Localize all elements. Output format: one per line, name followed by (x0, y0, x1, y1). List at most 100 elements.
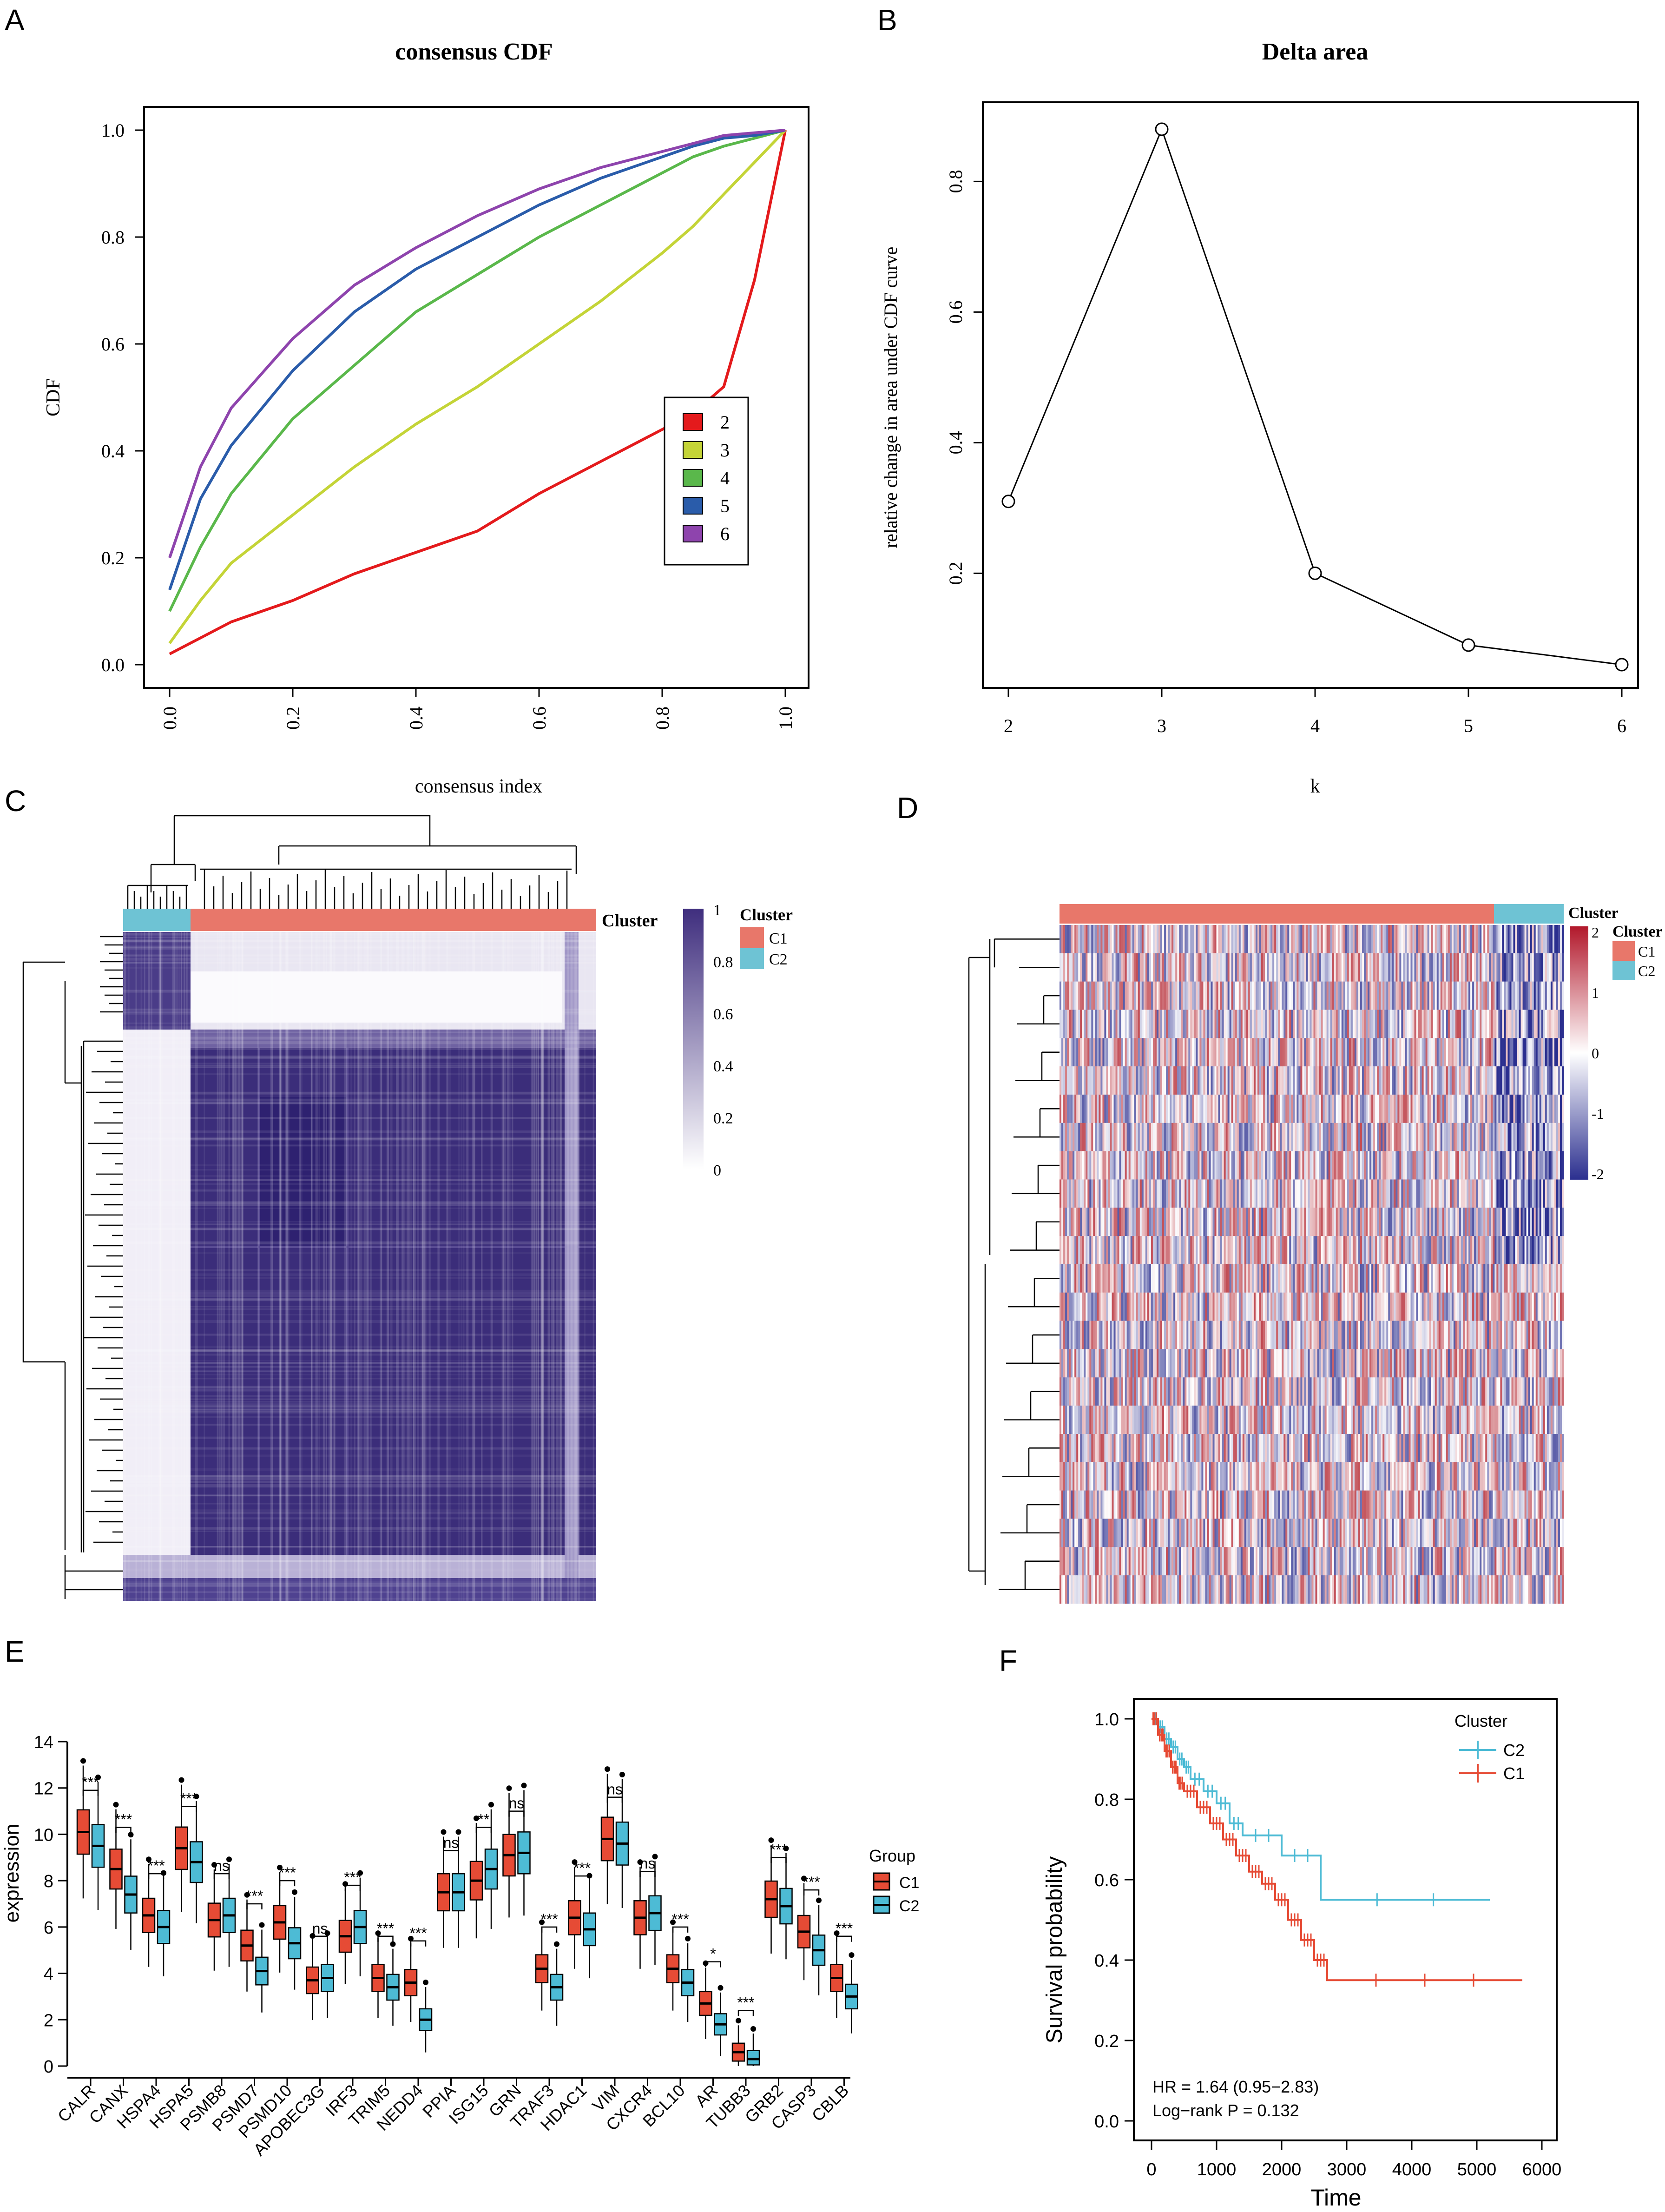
panel-e-box-CASP3-C1 (797, 1875, 811, 1981)
panel-e-box-PSMD7-C1 (240, 1892, 254, 1992)
panel-b-point-k3 (1155, 122, 1169, 136)
panel-d-legend-title: Cluster (1612, 923, 1663, 940)
panel-a-xtick-label: 1.0 (775, 707, 796, 730)
panel-e-sig-VIM: ns (607, 1781, 623, 1798)
panel-d-legend-c2-swatch (1612, 961, 1635, 980)
panel-a-ytick-label: 0.4 (101, 441, 125, 462)
panel-f-survival: Survival probability Time 0.0 0.2 0.4 0.6 0.… (1042, 1698, 1561, 2211)
panel-d-colorbar-tick: 0 (1592, 1045, 1599, 1062)
panel-f-ytick-label: 0.2 (1094, 2032, 1119, 2051)
panel-d-legend-c1: C1 (1638, 943, 1655, 960)
panel-c-row-dendrogram (22, 936, 123, 1599)
panel-c-cluster-bar-c1 (191, 909, 596, 931)
panel-e-sig-PSMD10: *** (278, 1864, 296, 1881)
panel-c-cluster-bar-label: Cluster (602, 911, 658, 931)
panel-f-ylabel: Survival probability (1042, 1856, 1067, 2044)
panel-f-xtick-label: 1000 (1197, 2160, 1237, 2179)
panel-e-ylabel: expression (0, 1824, 23, 1923)
panel-e-ytick-label: 0 (44, 2057, 53, 2077)
panel-e-box-BCL10-C2 (681, 1935, 695, 2022)
panel-a-xtick-label: 0.2 (283, 707, 303, 730)
panel-f-xlabel: Time (1310, 2185, 1361, 2211)
panel-e-box-TUBB3-C2 (746, 2026, 760, 2066)
panel-e-boxplot: expression 02468101214CALRCANXHSPA4HSPA5… (0, 1733, 919, 2159)
panel-e-box-HDAC1-C1 (568, 1859, 581, 1969)
panel-e-sig-GRN: ns (509, 1795, 525, 1812)
panel-e-sig-CALR: *** (82, 1774, 99, 1791)
panel-b-ytick-label: 0.4 (945, 431, 966, 454)
panel-f-xtick-label: 2000 (1262, 2160, 1302, 2179)
panel-e-box-CBLB-C1 (830, 1930, 843, 2018)
panel-b-ytick-label: 0.6 (945, 300, 966, 324)
panel-e-box-PSMB8-C1 (207, 1862, 221, 1971)
panel-f-logrank-stat: Log−rank P = 0.132 (1152, 2101, 1299, 2120)
panel-a-legend-label-2: 2 (720, 412, 730, 433)
panel-d-cluster-bar-label: Cluster (1568, 905, 1619, 922)
panel-d-colorbar (1570, 926, 1588, 1180)
panel-e-sig-GRB2: *** (770, 1841, 787, 1858)
panel-d-legend-c1-swatch (1612, 941, 1635, 961)
panel-b-point-k6 (1615, 658, 1629, 672)
panel-a-xtick-label: 0.0 (159, 707, 180, 730)
panel-e-box-TRIM5-C1 (371, 1930, 385, 2018)
panel-f-ytick-label: 0.0 (1094, 2112, 1119, 2132)
panel-a-series-2 (169, 130, 787, 655)
panel-e-sig-TUBB3: *** (737, 1994, 754, 2011)
panel-a-legend-swatch-4 (683, 469, 703, 487)
panel-c-colorbar-tick: 1 (713, 902, 721, 919)
panel-c-colorbar-tick: 0.8 (713, 954, 733, 971)
panel-e-sig-PPIA: ns (443, 1834, 459, 1851)
panel-d-colorbar-tick: -2 (1592, 1166, 1604, 1182)
panel-a-legend-swatch-2 (683, 413, 703, 431)
panel-e-ytick-label: 6 (44, 1918, 53, 1938)
panel-f-curve-C2 (1152, 1718, 1490, 1901)
panel-b-delta-area: Delta area relative change in area under… (880, 39, 1639, 797)
panel-a-legend: 2 3 4 5 6 (664, 396, 749, 566)
panel-e-sig-CANX: *** (115, 1811, 132, 1828)
panel-b-xlabel: k (1310, 776, 1320, 797)
panel-f-ytick-label: 0.4 (1094, 1951, 1119, 1971)
panel-a-series-5 (168, 129, 786, 590)
panel-a-legend-label-4: 4 (720, 468, 730, 489)
panel-e-box-NEDD4-C1 (404, 1935, 418, 2022)
panel-e-box-HDAC1-C2 (583, 1873, 596, 1979)
panel-a-legend-label-3: 3 (720, 440, 730, 461)
panel-d-legend-c2: C2 (1638, 963, 1655, 979)
panel-f-xtick-label: 3000 (1327, 2160, 1367, 2179)
panel-a-ytick-label: 1.0 (101, 120, 125, 141)
panel-c-consensus-heatmap: Cluster (22, 815, 793, 1601)
panel-f-ytick-label: 0.6 (1094, 1871, 1119, 1890)
panel-e-xtick-CBLB: CBLB (808, 2081, 852, 2125)
panel-c-colorbar-tick: 0.6 (713, 1006, 733, 1023)
panel-label-f: F (999, 1644, 1017, 1677)
panel-d-colorbar-tick: 1 (1592, 984, 1599, 1001)
panel-e-box-HSPA4-C1 (142, 1856, 156, 1967)
panel-d-heatmap-body (1060, 925, 1564, 1604)
panel-a-plot-frame (143, 106, 809, 689)
panel-d-cluster-bar-c2 (1494, 904, 1564, 924)
panel-e-box-TRAF3-C2 (550, 1941, 564, 2026)
panel-f-xtick-label: 4000 (1392, 2160, 1432, 2179)
panel-e-box-PPIA-C1 (437, 1829, 450, 1948)
panel-c-heatmap-body (123, 932, 596, 1601)
panel-e-box-APOBEC3G-C2 (321, 1930, 334, 2018)
panel-e-box-AR-C2 (714, 1985, 727, 2056)
panel-e-box-GRB2-C1 (764, 1837, 778, 1954)
panel-b-plot-frame (982, 101, 1639, 689)
panel-c-colorbar-tick: 0.2 (713, 1110, 733, 1127)
panel-c-legend-title: Cluster (740, 905, 793, 924)
panel-e-sig-TRAF3: *** (540, 1911, 558, 1928)
panel-e-ytick-label: 2 (44, 2011, 53, 2030)
panel-label-c: C (5, 784, 26, 818)
panel-f-xtick-label: 5000 (1457, 2160, 1497, 2179)
panel-e-box-CALR-C2 (91, 1774, 105, 1910)
panel-e-box-IRF3-C1 (338, 1881, 352, 1984)
panel-e-ytick-label: 10 (34, 1825, 53, 1845)
panel-e-box-HSPA5-C1 (175, 1777, 188, 1912)
panel-e-sig-TRIM5: *** (377, 1920, 394, 1937)
panel-a-ytick-label: 0.0 (101, 654, 125, 675)
panel-e-sig-HSPA4: *** (147, 1857, 165, 1874)
panel-a-title: consensus CDF (395, 39, 553, 65)
panel-e-box-TUBB3-C1 (731, 2018, 745, 2066)
